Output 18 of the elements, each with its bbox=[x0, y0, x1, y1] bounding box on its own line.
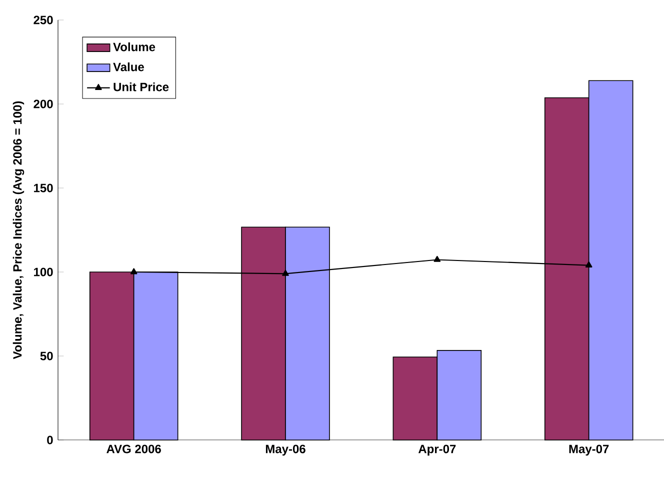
legend-label: Unit Price bbox=[114, 82, 169, 92]
y-tick-label: 150 bbox=[34, 184, 53, 192]
x-tick-label: Apr-07 bbox=[418, 444, 456, 456]
y-tick-label: 0 bbox=[47, 436, 53, 444]
y-axis-title: Volume, Value, Price Indices (Avg 2006 = 100) bbox=[12, 101, 24, 360]
y-tick-label: 200 bbox=[34, 100, 53, 108]
x-tick-label: AVG 2006 bbox=[106, 444, 161, 454]
point bbox=[585, 261, 592, 268]
x-tick-label: May-06 bbox=[266, 444, 306, 456]
point bbox=[130, 268, 138, 274]
legend-label: Value bbox=[113, 62, 144, 72]
y-tick-label: 100 bbox=[34, 268, 53, 276]
x-tick-label: May-07 bbox=[569, 444, 609, 456]
y-tick-label: 50 bbox=[40, 352, 53, 360]
point bbox=[282, 270, 289, 276]
point bbox=[434, 256, 441, 262]
y-tick-label: 250 bbox=[34, 16, 53, 24]
legend-label: Volume bbox=[113, 42, 156, 52]
